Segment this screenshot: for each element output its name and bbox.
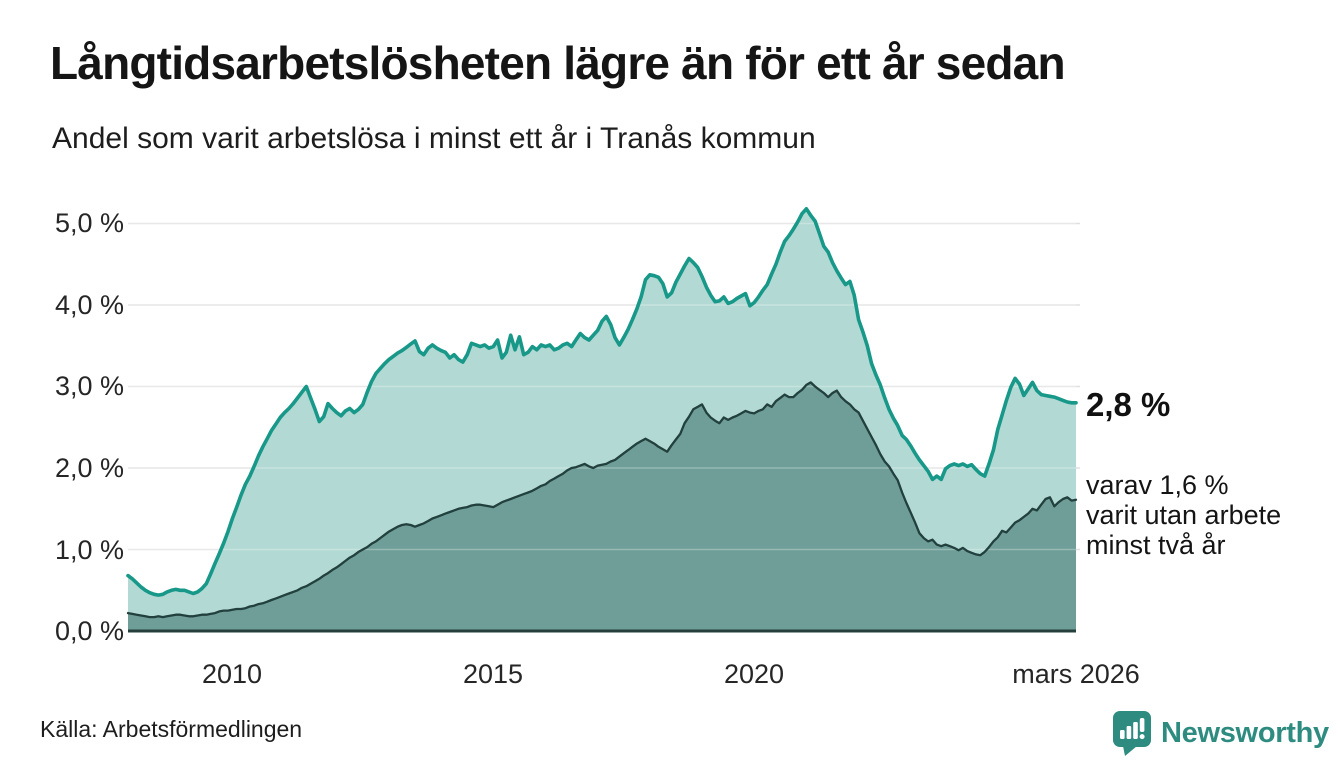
y-axis-label: 2,0 %	[54, 453, 124, 483]
breakdown-annotation-line: minst två år	[1086, 530, 1226, 560]
y-axis-label: 4,0 %	[54, 290, 124, 320]
x-axis-label: mars 2026	[1012, 659, 1140, 689]
area-fills	[128, 208, 1076, 632]
latest-value-annotation: 2,8 %	[1086, 386, 1171, 423]
x-axis-label: 2010	[201, 659, 263, 689]
breakdown-annotation: varav 1,6 % varit utan arbete minst två …	[1086, 470, 1281, 560]
x-axis-label: 2015	[462, 659, 524, 689]
breakdown-annotation-line: varav 1,6 %	[1086, 470, 1229, 500]
gridlines-overlay	[128, 222, 1076, 551]
page-title: Långtidsarbetslösheten lägre än för ett …	[50, 37, 1066, 89]
series-lines	[126, 207, 1078, 619]
bar-chart-badge-icon	[1113, 711, 1151, 756]
source-credit: Källa: Arbetsförmedlingen	[40, 716, 303, 742]
y-axis-label: 3,0 %	[54, 371, 124, 401]
breakdown-annotation-line: varit utan arbete	[1086, 500, 1282, 530]
newsworthy-wordmark: Newsworthy	[1161, 716, 1329, 749]
chart-subtitle: Andel som varit arbetslösa i minst ett å…	[52, 122, 816, 155]
y-axis-label: 1,0 %	[54, 535, 124, 565]
y-axis-label: 0,0 %	[54, 616, 124, 646]
newsworthy-branding: Newsworthy	[1112, 710, 1329, 756]
y-axis-label: 5,0 %	[54, 208, 124, 238]
x-axis-label: 2020	[723, 659, 785, 689]
